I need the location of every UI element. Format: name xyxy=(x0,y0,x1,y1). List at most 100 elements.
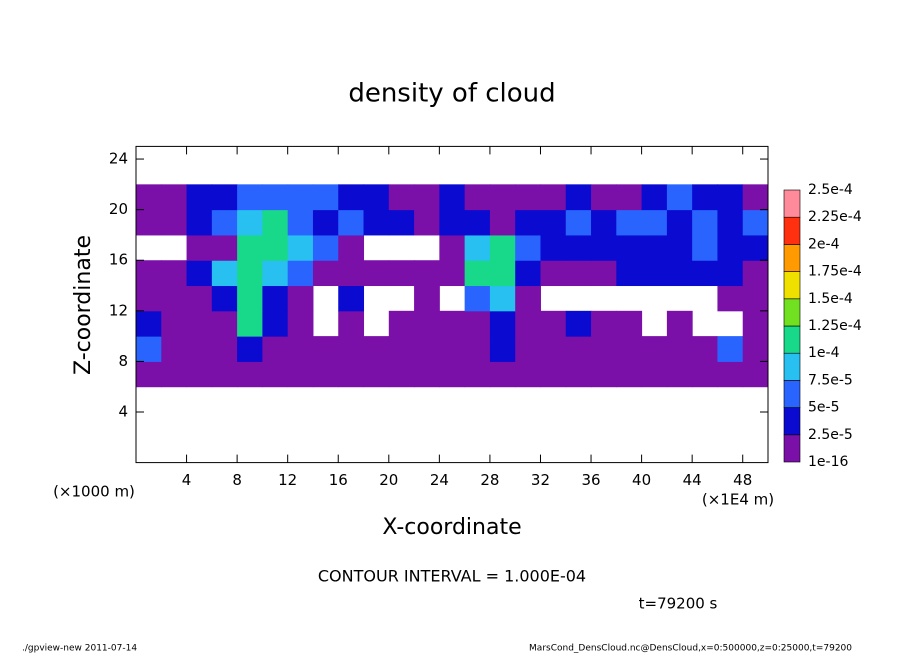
field-cell xyxy=(262,184,289,211)
field-cell xyxy=(237,336,263,362)
field-cell xyxy=(692,209,718,236)
field-cell xyxy=(742,285,769,312)
field-cell xyxy=(338,310,365,337)
field-cell xyxy=(742,361,769,388)
field-cell xyxy=(540,234,567,261)
field-cell xyxy=(565,260,592,287)
field-cell xyxy=(641,260,668,287)
field-cell xyxy=(591,310,617,337)
field-cell xyxy=(312,234,339,261)
field-cell xyxy=(489,260,516,287)
field-cell xyxy=(211,260,238,287)
field-cell xyxy=(211,310,238,337)
field-cell xyxy=(591,361,617,388)
field-cell xyxy=(666,361,693,388)
colorbar-label: 5e-5 xyxy=(808,400,839,416)
footer-right: MarsCond_DensCloud.nc@DensCloud,x=0:5000… xyxy=(529,644,852,654)
field-cell xyxy=(616,310,643,337)
field-cell xyxy=(237,209,263,236)
field-cell xyxy=(692,361,718,388)
y-tick-label: 12 xyxy=(109,301,128,319)
field-cell xyxy=(414,209,440,236)
field-cell xyxy=(161,361,188,388)
field-cell xyxy=(439,209,466,236)
field-cell xyxy=(717,285,744,312)
field-cell xyxy=(540,310,567,337)
field-cell xyxy=(489,310,516,337)
x-tick-label: 32 xyxy=(531,471,550,489)
field-cell xyxy=(717,209,744,236)
field-cell xyxy=(641,209,668,236)
x-tick-label: 12 xyxy=(278,471,297,489)
colorbar-label: 1.25e-4 xyxy=(808,318,862,334)
colorbar-box xyxy=(783,434,801,463)
field-cell xyxy=(464,336,491,362)
field-cell xyxy=(489,285,516,312)
y-tick-label: 20 xyxy=(109,200,128,218)
x-tick-label: 40 xyxy=(632,471,651,489)
field-cell xyxy=(136,209,162,236)
field-cell xyxy=(591,260,617,287)
colorbar-box xyxy=(783,189,801,218)
x-unit: (×1E4 m) xyxy=(702,491,774,509)
field-cell xyxy=(666,260,693,287)
field-cell xyxy=(363,260,390,287)
colorbar-box xyxy=(783,352,801,381)
field-cell xyxy=(287,336,314,362)
field-cell xyxy=(540,184,567,211)
field-cell xyxy=(515,361,541,388)
field-cell xyxy=(186,260,213,287)
colorbar-box xyxy=(783,216,801,245)
field-cell xyxy=(237,234,263,261)
field-cell xyxy=(464,285,491,312)
field-cell xyxy=(211,234,238,261)
field-cell xyxy=(464,361,491,388)
x-tick-label: 36 xyxy=(581,471,600,489)
field-cell xyxy=(489,361,516,388)
colorbar-label: 2.5e-5 xyxy=(808,427,853,443)
field-cell xyxy=(591,336,617,362)
field-cell xyxy=(717,234,744,261)
field-cell xyxy=(161,260,188,287)
field-cell xyxy=(414,260,440,287)
field-cell xyxy=(338,234,365,261)
field-cell xyxy=(186,361,213,388)
field-cell xyxy=(363,184,390,211)
field-cell xyxy=(616,260,643,287)
field-cell xyxy=(540,336,567,362)
field-cell xyxy=(237,285,263,312)
colorbar-box xyxy=(783,380,801,408)
field-cell xyxy=(262,336,289,362)
y-tick-label: 8 xyxy=(118,352,128,370)
field-cell xyxy=(287,361,314,388)
field-cell xyxy=(414,336,440,362)
colorbar-label: 2.25e-4 xyxy=(808,209,862,225)
field-cell xyxy=(565,361,592,388)
field-cell xyxy=(388,361,415,388)
field-cell xyxy=(237,361,263,388)
field-cell xyxy=(515,336,541,362)
field-cell xyxy=(464,260,491,287)
field-cell xyxy=(489,184,516,211)
colorbar-box xyxy=(783,271,801,300)
field-cell xyxy=(414,184,440,211)
field-cell xyxy=(742,310,769,337)
field-cell xyxy=(136,184,162,211)
field-cell xyxy=(338,361,365,388)
x-tick-label: 20 xyxy=(379,471,398,489)
y-tick-label: 24 xyxy=(109,150,128,168)
field-cell xyxy=(136,285,162,312)
colorbar-label: 1.5e-4 xyxy=(808,291,853,307)
field-cell xyxy=(641,234,668,261)
field-cell xyxy=(565,234,592,261)
field-cell xyxy=(414,285,440,312)
x-tick-label: 48 xyxy=(733,471,752,489)
field-cell xyxy=(388,336,415,362)
field-cell xyxy=(641,336,668,362)
field-cell xyxy=(717,361,744,388)
field-cell xyxy=(464,310,491,337)
field-cell xyxy=(439,184,466,211)
field xyxy=(136,184,769,388)
field-cell xyxy=(312,361,339,388)
field-cell xyxy=(161,336,188,362)
